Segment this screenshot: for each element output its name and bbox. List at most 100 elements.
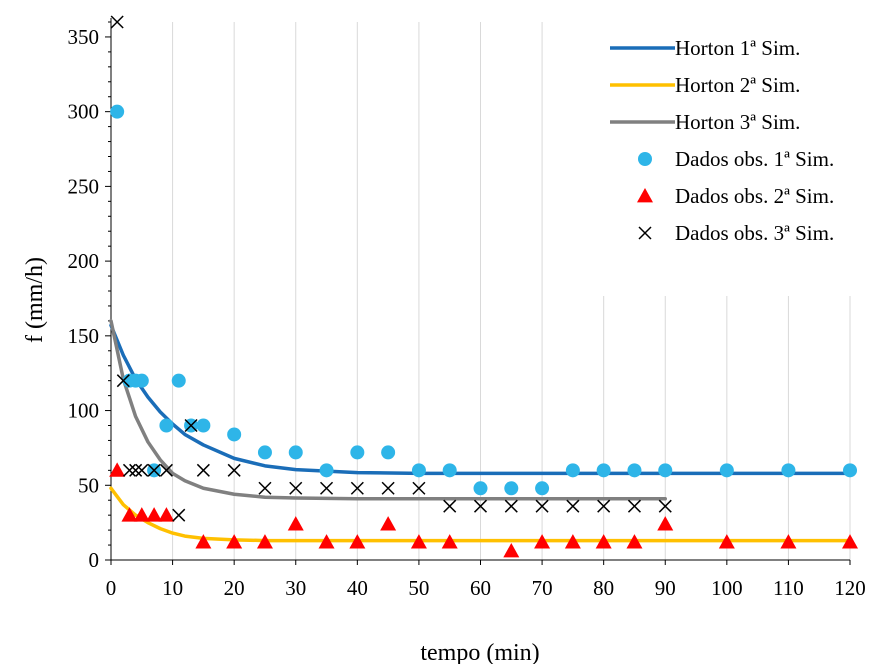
- data-point-x: [320, 481, 334, 495]
- marker-x-stroke: [184, 418, 198, 433]
- x-tick-label: 30: [285, 576, 306, 600]
- data-point-x: [443, 499, 457, 513]
- data-point-triangle: [146, 507, 163, 522]
- data-point-triangle: [842, 534, 858, 549]
- data-point-x: [473, 499, 488, 513]
- x-tick-label: 110: [773, 576, 804, 600]
- tick-labels: 0 50 100 150 200 250 300 350 0 10 20 30 40 50 60 70 80 90…: [68, 25, 866, 600]
- data-point-x: [504, 499, 518, 513]
- marker-x-stroke: [116, 374, 130, 388]
- data-point-circle: [110, 104, 125, 119]
- data-point-triangle: [158, 507, 175, 522]
- data-point-circle: [134, 373, 149, 388]
- y-tick-label: 150: [68, 324, 100, 348]
- legend-label: Dados obs. 2ª Sim.: [675, 184, 834, 208]
- marker-x-stroke: [535, 499, 549, 513]
- data-point-circle: [627, 463, 642, 478]
- data-point-triangle: [121, 507, 138, 522]
- marker-x-stroke: [289, 481, 303, 495]
- x-tick-label: 40: [347, 576, 368, 600]
- data-point-circle: [442, 463, 457, 478]
- data-point-triangle: [718, 534, 735, 549]
- series-line: [109, 319, 667, 501]
- data-point-triangle: [780, 534, 797, 549]
- marker-x-stroke: [320, 481, 334, 495]
- data-point-triangle: [626, 534, 643, 549]
- marker-x-stroke: [129, 463, 143, 477]
- data-point-x: [172, 508, 186, 522]
- marker-x-stroke: [350, 481, 364, 495]
- data-point-x: [159, 463, 173, 477]
- marker-x-stroke: [443, 499, 457, 513]
- x-tick-label: 70: [532, 576, 553, 600]
- data-point-x: [412, 481, 426, 495]
- data-point-x: [289, 481, 303, 495]
- marker-x-stroke: [159, 463, 173, 477]
- data-point-triangle: [503, 543, 520, 558]
- data-point-circle: [473, 481, 488, 496]
- data-point-circle: [565, 463, 580, 478]
- series-layer: [109, 15, 858, 558]
- series-line: [109, 486, 852, 543]
- data-point-circle: [319, 463, 334, 478]
- data-point-circle: [227, 427, 242, 442]
- x-tick-label: 20: [224, 576, 245, 600]
- y-tick-label: 100: [68, 399, 100, 423]
- x-tick-label: 120: [834, 576, 866, 600]
- marker-x-stroke: [172, 508, 186, 522]
- legend-marker-x: [638, 226, 652, 240]
- y-tick-label: 50: [78, 473, 99, 497]
- series-5: [109, 462, 858, 558]
- data-point-circle: [159, 418, 174, 433]
- data-point-triangle: [410, 534, 427, 549]
- data-point-x: [184, 418, 198, 433]
- data-point-x: [535, 499, 549, 513]
- data-point-x: [116, 374, 130, 388]
- data-point-x: [227, 463, 241, 477]
- data-point-circle: [411, 463, 426, 478]
- legend-label: Horton 1ª Sim.: [675, 36, 800, 60]
- data-point-circle: [504, 481, 519, 496]
- data-point-triangle: [657, 516, 674, 531]
- data-point-circle: [658, 463, 673, 478]
- marker-x-stroke: [504, 499, 518, 513]
- data-point-x: [110, 15, 124, 29]
- data-point-circle: [171, 373, 186, 388]
- data-point-circle: [596, 463, 611, 478]
- x-tick-label: 60: [470, 576, 491, 600]
- data-point-triangle: [441, 534, 458, 549]
- data-point-x: [196, 463, 210, 477]
- marker-x-stroke: [227, 463, 241, 477]
- marker-x-stroke: [473, 499, 488, 513]
- y-tick-label: 200: [68, 249, 100, 273]
- x-tick-label: 100: [711, 576, 743, 600]
- marker-x-stroke: [412, 481, 426, 495]
- data-point-triangle: [318, 534, 335, 549]
- series-2: [109, 486, 852, 543]
- y-axis-label: f (mm/h): [22, 257, 48, 343]
- x-tick-label: 80: [593, 576, 614, 600]
- marker-x-stroke: [135, 463, 149, 477]
- data-point-x: [381, 481, 395, 495]
- data-point-triangle: [349, 534, 366, 549]
- data-point-triangle: [195, 534, 212, 549]
- x-tick-label: 10: [162, 576, 183, 600]
- data-point-circle: [719, 463, 734, 478]
- series-3: [109, 319, 667, 501]
- data-point-triangle: [287, 516, 304, 531]
- data-point-circle: [196, 418, 211, 433]
- marker-x-stroke: [658, 499, 672, 513]
- data-point-x: [566, 499, 580, 513]
- series-line: [109, 323, 852, 476]
- data-point-triangle: [534, 534, 551, 549]
- data-point-x: [122, 463, 137, 477]
- data-point-x: [258, 481, 272, 495]
- marker-x-stroke: [258, 481, 272, 495]
- legend: Horton 1ª Sim. Horton 2ª Sim. Horton 3ª Si…: [600, 14, 862, 296]
- data-point-circle: [843, 463, 857, 478]
- legend-label: Horton 3ª Sim.: [675, 110, 800, 134]
- y-tick-label: 300: [68, 100, 100, 124]
- marker-x-stroke: [110, 15, 124, 29]
- data-point-x: [597, 499, 611, 513]
- data-point-triangle: [109, 462, 126, 477]
